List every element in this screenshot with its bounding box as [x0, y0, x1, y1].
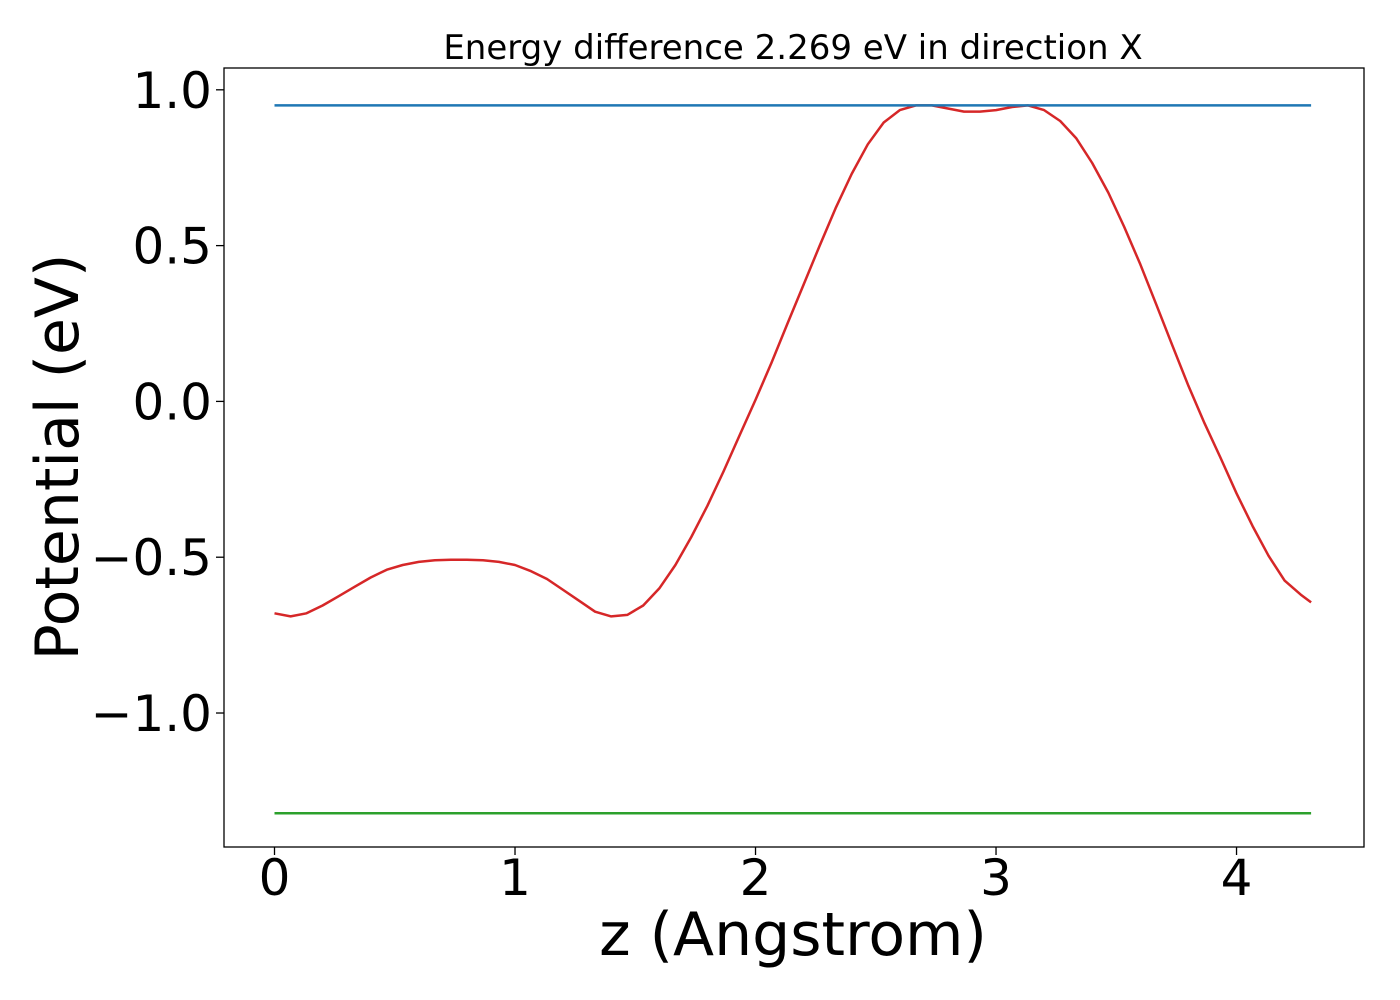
- series-line-1: [274, 104, 1312, 618]
- x-tick-label: 4: [1221, 849, 1253, 907]
- y-tick-label: −1.0: [91, 685, 212, 743]
- x-tick-label: 3: [980, 849, 1012, 907]
- ticks-layer: 0 1 2 3 4 −1.0 −0.5 0.0 0.5 1.0: [91, 62, 1253, 907]
- y-tick-label: 0.0: [132, 373, 212, 431]
- x-axis-label: z (Angstrom): [599, 900, 987, 970]
- chart-title: Energy difference 2.269 eV in direction …: [443, 28, 1142, 68]
- y-tick-label: 0.5: [132, 218, 212, 276]
- plot-area-frame: [223, 67, 1365, 848]
- x-tick-label: 0: [259, 849, 291, 907]
- y-axis-label: Potential (eV): [23, 254, 93, 661]
- series-layer: [274, 104, 1312, 815]
- y-tick-label: −0.5: [91, 529, 212, 587]
- y-tick-label: 1.0: [132, 62, 212, 120]
- x-tick-label: 1: [499, 849, 531, 907]
- x-tick-label: 2: [740, 849, 772, 907]
